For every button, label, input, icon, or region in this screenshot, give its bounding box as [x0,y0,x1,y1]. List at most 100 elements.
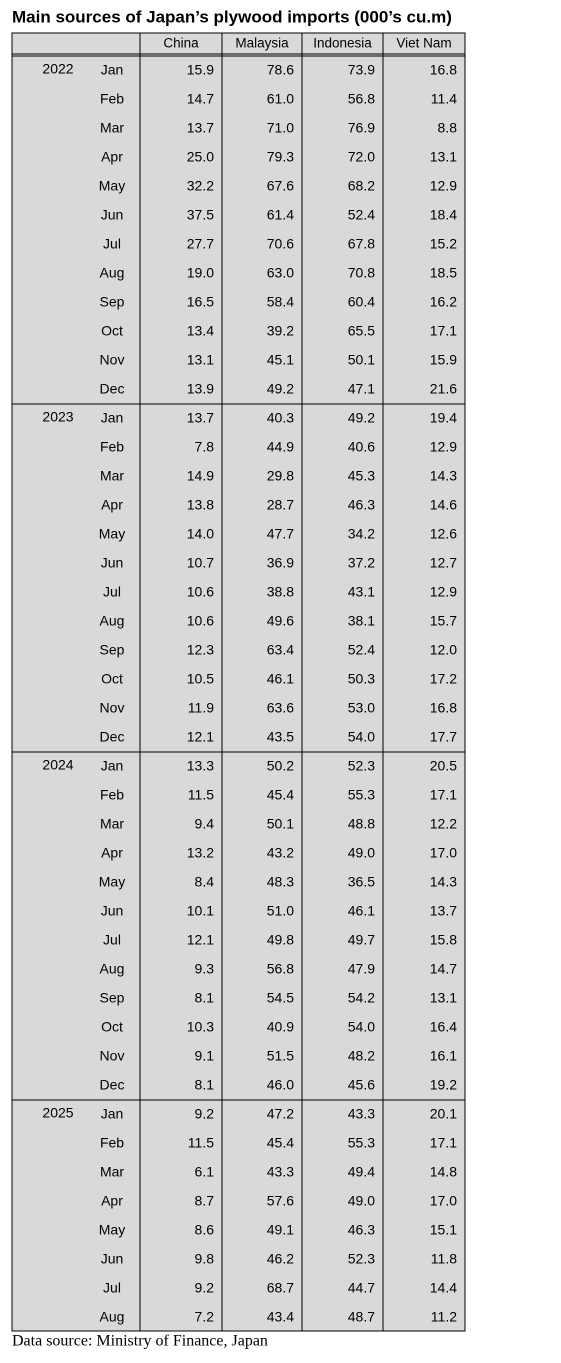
month: Jan [101,758,124,774]
cell-value: 54.0 [348,729,375,745]
cell-value: 49.4 [348,1164,375,1180]
cell-value: 18.5 [430,265,457,281]
cell-value: 76.9 [348,120,375,136]
cell-value: 55.3 [348,787,375,803]
cell-value: 38.8 [267,584,294,600]
cell-value: 43.1 [348,584,375,600]
cell-value: 71.0 [267,120,294,136]
column-header: Viet Nam [396,36,451,51]
month: Mar [100,816,124,832]
cell-value: 13.4 [187,323,214,339]
month: Jul [103,236,121,252]
cell-value: 15.2 [430,236,457,252]
cell-value: 16.2 [430,294,457,310]
cell-value: 46.0 [267,1077,294,1093]
cell-value: 40.6 [348,439,375,455]
cell-value: 12.2 [430,816,457,832]
cell-value: 52.3 [348,758,375,774]
cell-value: 68.7 [267,1280,294,1296]
cell-value: 10.5 [187,671,214,687]
cell-value: 9.4 [195,816,215,832]
column-header: Indonesia [313,36,372,51]
month: Oct [101,1019,123,1035]
month: Mar [100,468,124,484]
cell-value: 63.0 [267,265,294,281]
cell-value: 40.3 [267,410,294,426]
cell-value: 10.1 [187,903,214,919]
cell-value: 17.0 [430,1193,457,1209]
cell-value: 40.9 [267,1019,294,1035]
cell-value: 6.1 [195,1164,215,1180]
cell-value: 19.4 [430,410,457,426]
month: Apr [101,149,123,165]
cell-value: 20.1 [430,1106,457,1122]
cell-value: 27.7 [187,236,214,252]
month: Feb [100,787,124,803]
cell-value: 12.3 [187,642,214,658]
month: Feb [100,1135,124,1151]
month: Sep [100,642,125,658]
cell-value: 19.2 [430,1077,457,1093]
cell-value: 14.7 [430,961,457,977]
cell-value: 10.6 [187,584,214,600]
cell-value: 14.7 [187,91,214,107]
cell-value: 48.2 [348,1048,375,1064]
cell-value: 16.5 [187,294,214,310]
cell-value: 9.8 [195,1251,215,1267]
month: May [99,526,125,542]
cell-value: 12.1 [187,729,214,745]
cell-value: 45.3 [348,468,375,484]
month: Oct [101,671,123,687]
cell-value: 14.3 [430,874,457,890]
cell-value: 46.3 [348,497,375,513]
month: Nov [100,1048,125,1064]
cell-value: 73.9 [348,62,375,78]
cell-value: 63.6 [267,700,294,716]
month: Nov [100,352,125,368]
cell-value: 45.4 [267,1135,294,1151]
year: 2022 [42,61,73,77]
cell-value: 15.7 [430,613,457,629]
cell-value: 11.5 [188,787,214,803]
cell-value: 13.1 [430,149,457,165]
cell-value: 8.1 [195,990,215,1006]
month: Sep [100,294,125,310]
column-header: Malaysia [235,36,289,51]
cell-value: 8.4 [195,874,215,890]
cell-value: 12.7 [430,555,457,571]
month: Aug [100,265,125,281]
cell-value: 37.2 [348,555,375,571]
cell-value: 8.1 [195,1077,215,1093]
cell-value: 48.3 [267,874,294,890]
cell-value: 32.2 [187,178,214,194]
cell-value: 9.2 [195,1280,215,1296]
cell-value: 13.2 [187,845,214,861]
cell-value: 43.5 [267,729,294,745]
cell-value: 18.4 [430,207,457,223]
cell-value: 9.1 [195,1048,215,1064]
cell-value: 16.4 [430,1019,457,1035]
table-background [11,32,466,1332]
cell-value: 14.0 [187,526,214,542]
month: May [99,1222,125,1238]
cell-value: 36.9 [267,555,294,571]
cell-value: 13.7 [187,120,214,136]
cell-value: 49.6 [267,613,294,629]
month: Aug [100,613,125,629]
title: Main sources of Japan’s plywood imports … [12,7,452,26]
cell-value: 38.1 [348,613,375,629]
cell-value: 14.8 [430,1164,457,1180]
cell-value: 52.4 [348,642,375,658]
cell-value: 72.0 [348,149,375,165]
cell-value: 50.3 [348,671,375,687]
cell-value: 15.8 [430,932,457,948]
cell-value: 8.8 [438,120,458,136]
cell-value: 50.1 [267,816,294,832]
month: Jan [101,62,124,78]
cell-value: 39.2 [267,323,294,339]
cell-value: 61.4 [267,207,294,223]
cell-value: 45.1 [267,352,294,368]
month: Jul [103,1280,121,1296]
cell-value: 21.6 [430,381,457,397]
